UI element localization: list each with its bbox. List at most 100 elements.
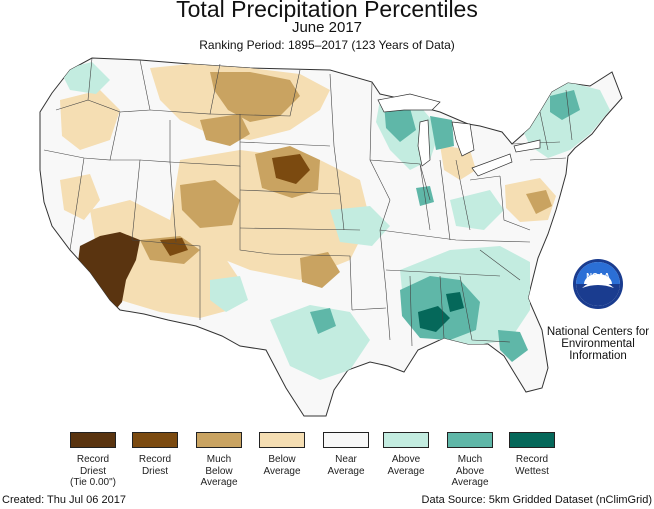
state-line [419,163,431,231]
legend-item: Near Average [316,432,376,477]
legend-swatch [323,432,369,448]
region-sd-record-driest [272,154,310,184]
state-line [499,175,531,231]
region-vermont-much-above [550,90,580,120]
state-line [239,189,341,195]
region-florida-much-above [498,330,528,362]
legend-label: Record Wettest [502,454,562,477]
legend-swatch [70,432,116,448]
state-line [439,159,451,241]
legend-label-line: Average [387,465,425,477]
much-below-regions [140,72,552,288]
legend-label-line: Average [263,465,301,477]
legend-swatch [447,432,493,448]
organization-name: National Centers for Environmental Infor… [538,326,654,362]
lake-erie [471,153,513,177]
region-kansas-above [330,206,390,246]
us-precipitation-map [39,57,623,417]
region-oregon-below [60,90,120,150]
legend-label-line: Wettest [515,465,549,477]
record-wettest-regions [418,292,464,332]
legend-label: Record Driest (Tie 0.00") [63,454,123,489]
legend-label-line: Below [268,454,296,465]
state-line [329,73,345,231]
precip-regions [60,62,610,380]
legend-label-line: Driest [79,465,107,477]
ranking-period: Ranking Period: 1895–2017 (123 Years of … [199,38,455,52]
region-wyoming-much-below [200,114,250,146]
lake-michigan [417,119,431,167]
lake-huron [451,121,475,157]
below-average-regions [60,64,556,318]
state-line [369,81,391,341]
record-driest-tie-regions [78,232,140,314]
state-boundaries [43,57,573,347]
state-line [269,253,353,311]
region-arizona-record-driest [160,238,188,256]
state-line [239,166,271,255]
legend-swatch [196,432,242,448]
state-line [131,239,201,320]
state-line [469,175,501,181]
org-line-2: Environmental [561,338,635,350]
legend-label-line: Near [335,454,357,465]
state-line [409,275,413,347]
state-line [239,227,361,231]
legend-item: Record Wettest [502,432,562,477]
state-line [379,229,531,243]
region-plains-below [170,150,370,280]
region-southwest-record-driest-tie [78,232,140,314]
great-lakes [377,93,541,177]
region-washington-above [60,62,110,94]
region-texas-much-above [310,308,336,334]
state-line [459,275,511,343]
legend-label-line: Record [515,454,549,465]
legend-swatch [132,432,178,448]
region-texas-above [270,305,370,380]
legend-label: Record Driest [125,454,185,477]
legend-label-line: Above [391,454,421,465]
legend-item: Below Average [252,432,312,477]
legend-label-line: Much [206,454,232,465]
data-source: Data Source: 5km Gridded Dataset (nClimG… [421,494,652,506]
state-line [385,269,501,277]
legend-swatch [383,432,429,448]
record-driest-regions [160,154,310,256]
legend-label-line: Average [200,477,238,488]
region-oklahoma-much-below [300,252,340,288]
legend-swatch [259,432,305,448]
lake-superior [377,93,441,113]
legend: Record Driest (Tie 0.00") Record Driest … [0,432,654,492]
org-line-1: National Centers for [546,326,650,338]
region-michigan2-much-above [430,116,454,150]
legend-item: Much Above Average [440,432,500,489]
region-newmexico-above [210,276,248,312]
state-line [539,111,549,151]
state-line [239,141,331,147]
region-alabama-record-wettest [446,292,464,312]
legend-label: Much Below Average [189,454,249,489]
region-michigan-much-above [384,104,416,142]
legend-label-line: Above [455,465,485,477]
legend-swatch [509,432,555,448]
state-line [69,157,85,251]
legend-label: Above Average [376,454,436,477]
state-line [565,89,573,141]
legend-item: Record Driest (Tie 0.00") [63,432,123,489]
legend-label: Below Average [252,454,312,477]
region-colorado-much-below [180,180,240,228]
region-nevada-below [60,174,100,220]
state-line [529,157,567,161]
legend-label-line: (Tie 0.00") [70,477,116,488]
state-line [439,275,445,339]
legend-label-line: Record [138,454,172,465]
legend-item: Above Average [376,432,436,477]
map-subtitle: June 2017 [291,19,363,36]
legend-label-line: Much [457,454,483,465]
region-gulf-record-wettest [418,306,450,332]
org-line-3: Information [569,350,627,362]
region-ohio-above [450,190,504,230]
state-line [479,249,521,281]
state-line [455,159,471,231]
legend-label-line: Record [76,454,110,465]
